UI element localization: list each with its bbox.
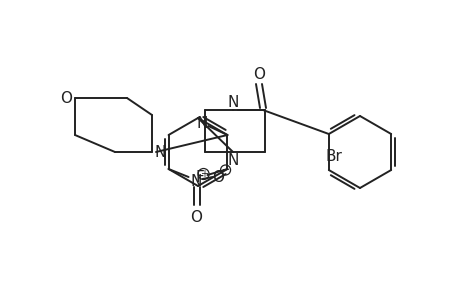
Text: N: N xyxy=(227,152,238,167)
Text: N: N xyxy=(154,145,165,160)
Text: N: N xyxy=(227,94,238,110)
Text: O: O xyxy=(212,169,224,184)
Text: Br: Br xyxy=(325,148,341,164)
Text: N: N xyxy=(196,116,207,130)
Text: −: − xyxy=(221,165,229,175)
Text: O: O xyxy=(252,67,264,82)
Text: O: O xyxy=(190,209,202,224)
Text: +: + xyxy=(199,169,207,179)
Text: O: O xyxy=(60,91,72,106)
Text: N: N xyxy=(190,173,202,188)
Text: F: F xyxy=(195,169,203,184)
